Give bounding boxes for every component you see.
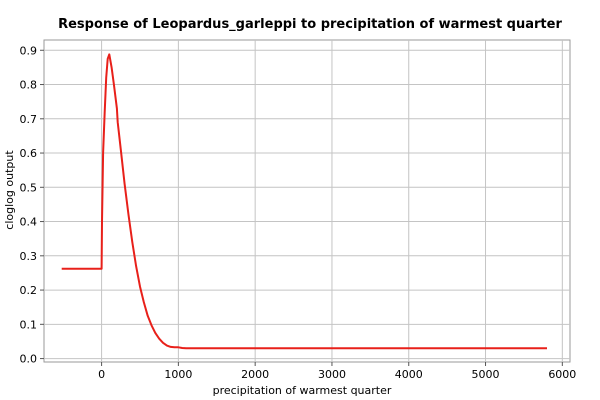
y-tick-label: 0.5 <box>20 181 38 194</box>
y-tick-label: 0.6 <box>20 147 38 160</box>
x-tick-label: 6000 <box>548 368 576 381</box>
y-tick-label: 0.1 <box>20 318 38 331</box>
response-curve <box>61 53 547 350</box>
x-tick-label: 3000 <box>318 368 346 381</box>
y-tick-label: 0.8 <box>20 79 38 92</box>
x-tick-label: 0 <box>98 368 105 381</box>
y-axis-label: cloglog output <box>3 150 16 230</box>
x-tick-label: 1000 <box>164 368 192 381</box>
x-gridlines <box>101 40 563 362</box>
y-tick-label: 0.7 <box>20 113 38 126</box>
y-tick-label: 0.2 <box>20 284 38 297</box>
y-tick-label: 0.4 <box>20 216 38 229</box>
x-tick-label: 2000 <box>241 368 269 381</box>
x-tick-label: 4000 <box>395 368 423 381</box>
x-axis-label: precipitation of warmest quarter <box>213 384 392 397</box>
y-tick-label: 0.0 <box>20 353 38 366</box>
y-axis: 0.0 0.1 0.2 0.3 0.4 0.5 0.6 0.7 0.8 0.9 <box>20 44 44 366</box>
plot-area <box>43 39 571 363</box>
y-tick-label: 0.9 <box>20 44 38 57</box>
series-layer <box>61 53 547 350</box>
x-axis: 0 1000 2000 3000 4000 5000 6000 <box>98 362 576 381</box>
y-gridlines <box>44 49 570 360</box>
y-tick-label: 0.3 <box>20 250 38 263</box>
plot-frame <box>43 39 571 363</box>
chart-title: Response of Leopardus_garleppi to precip… <box>58 17 562 32</box>
x-tick-label: 5000 <box>472 368 500 381</box>
